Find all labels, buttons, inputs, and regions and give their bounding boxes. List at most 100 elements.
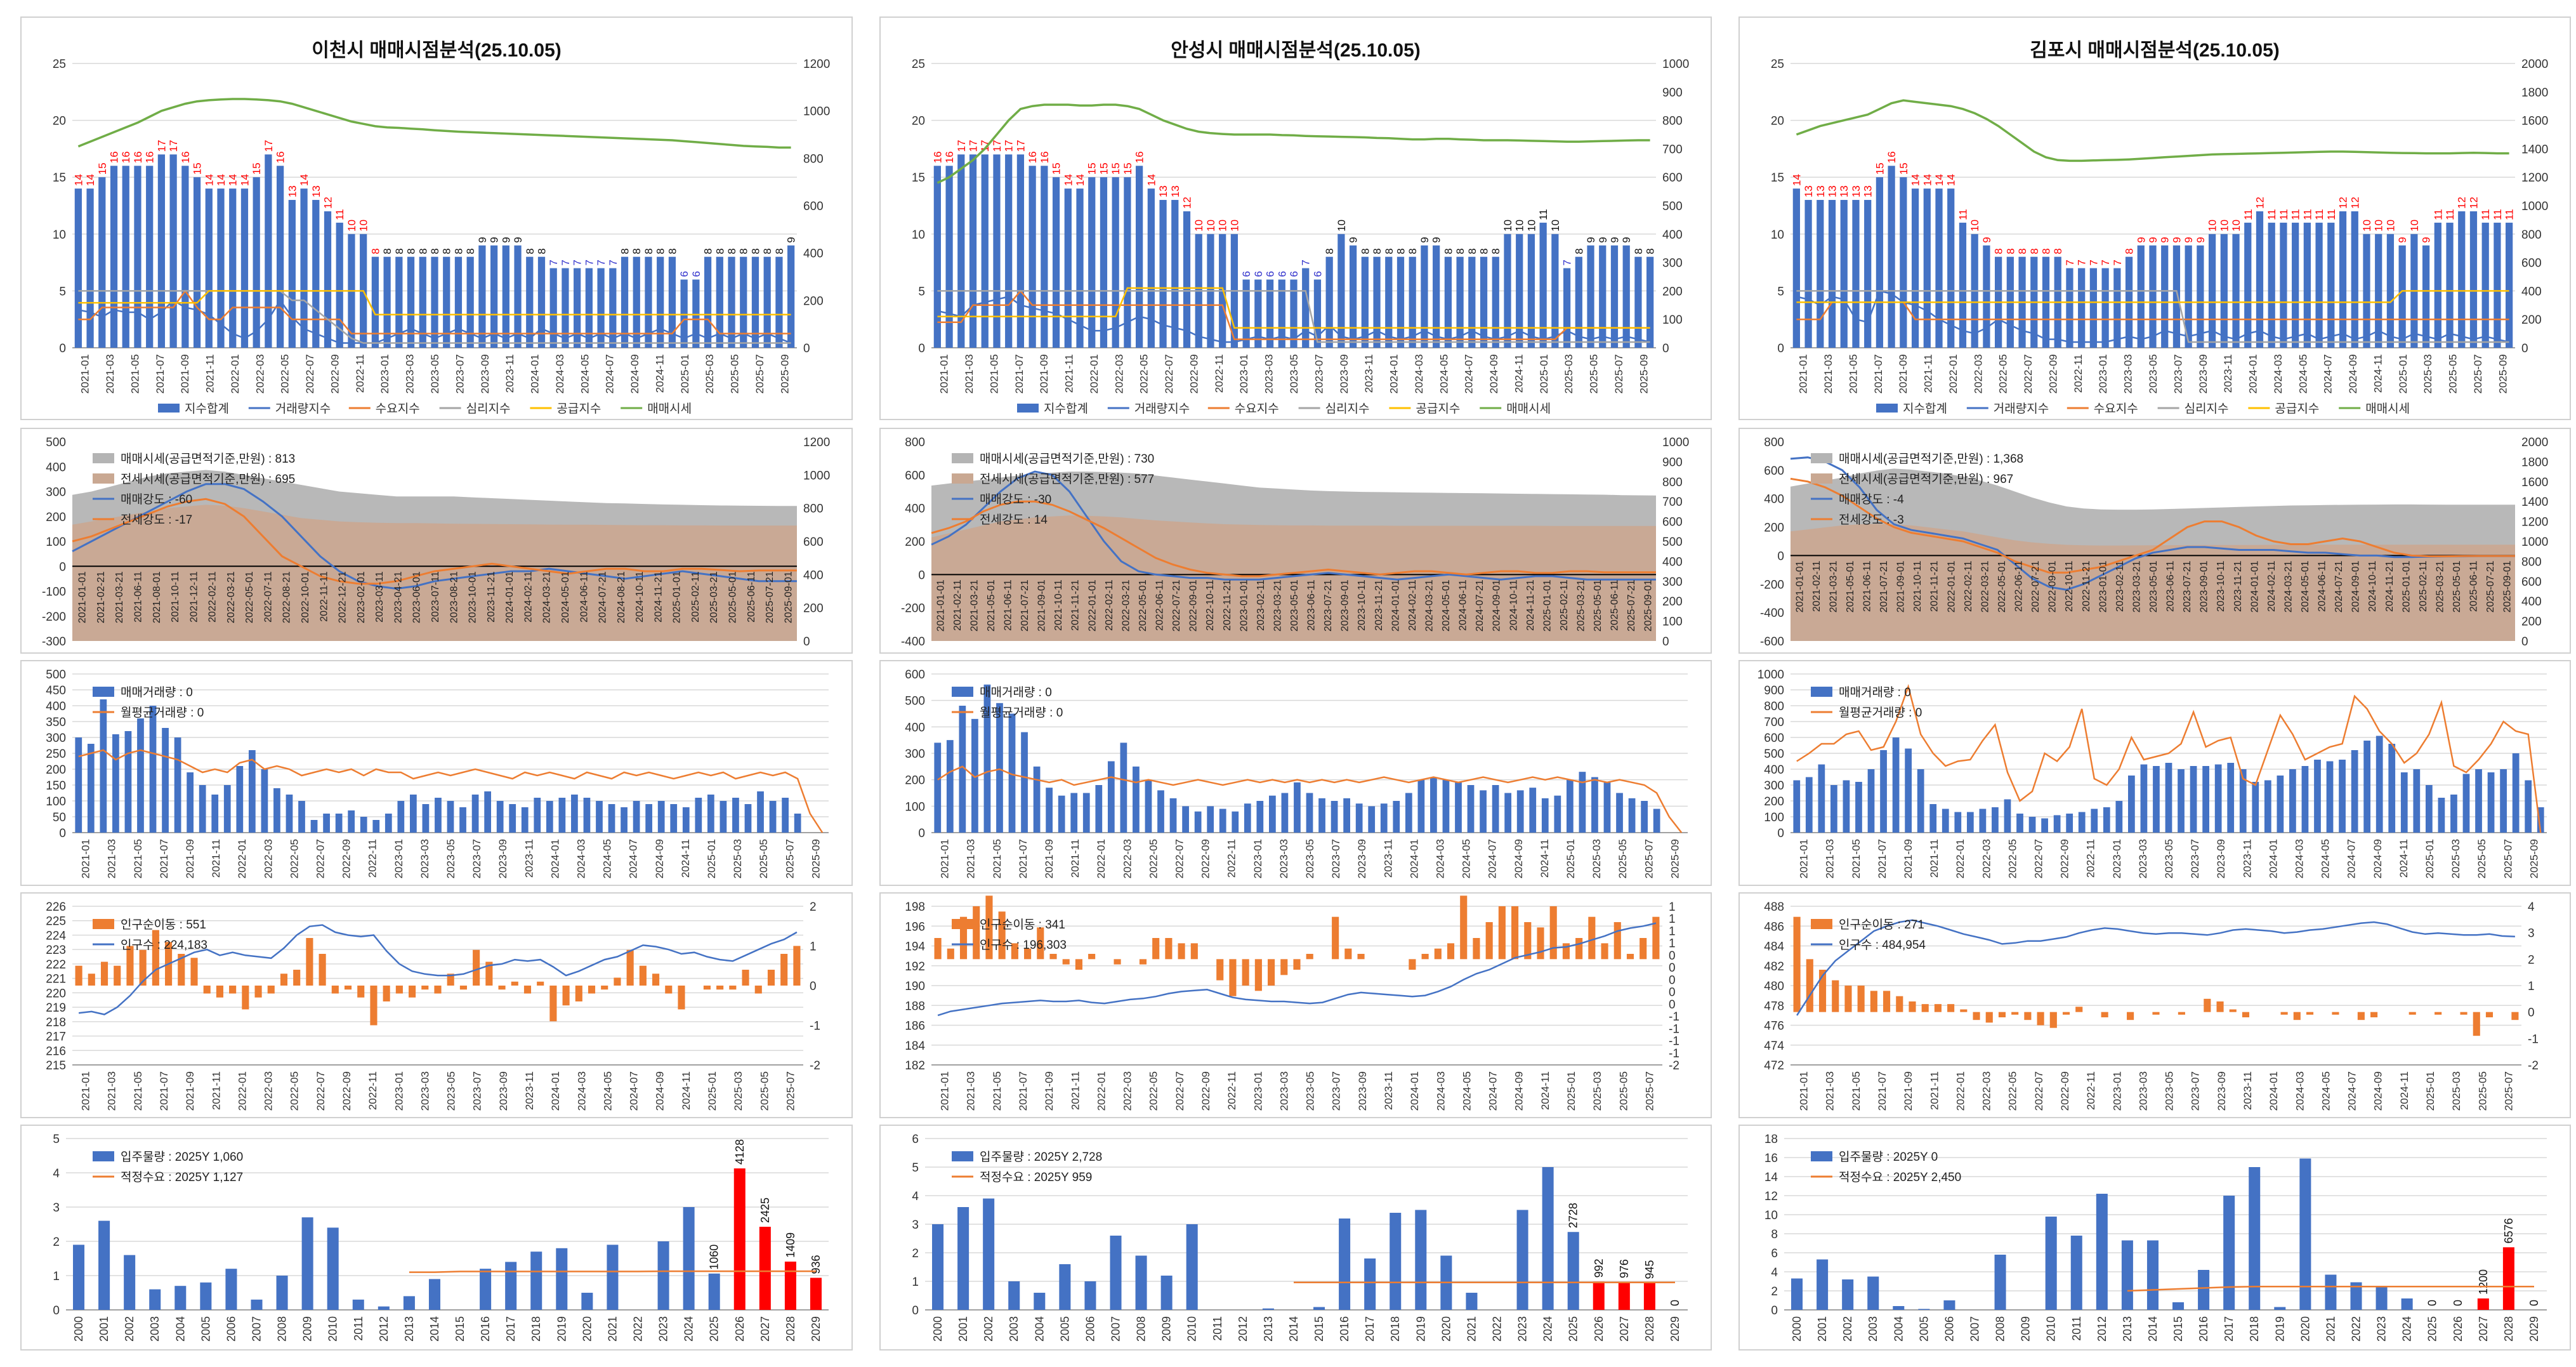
y-tick-label: 225 xyxy=(46,915,66,928)
bar xyxy=(126,946,134,986)
y2-tick-label: 100 xyxy=(1662,314,1683,327)
y2-tick-label: -1 xyxy=(1669,1047,1679,1060)
bar xyxy=(2220,234,2228,348)
x-tick-label: 2022-01 xyxy=(1947,354,1959,393)
bar xyxy=(2363,741,2371,833)
bar xyxy=(1390,1213,1402,1310)
x-tick-label: 2024-06-11 xyxy=(1458,579,1469,631)
bar xyxy=(1867,769,1875,833)
x-tick-label: 2022-05-01 xyxy=(1997,560,2008,612)
series-line-price-intensity xyxy=(72,483,797,590)
x-tick-label: 2008 xyxy=(1135,1316,1148,1342)
x-tick-label: 2024-01 xyxy=(2268,1071,2280,1111)
bar xyxy=(1062,959,1070,965)
legend-label: 공급지수 xyxy=(1416,402,1460,416)
x-tick-label: 2022-12-21 xyxy=(338,571,348,623)
x-tick-label: 2026 xyxy=(2452,1316,2464,1342)
bar xyxy=(200,1282,212,1310)
bar xyxy=(193,177,201,348)
bar xyxy=(1985,1012,1993,1023)
x-tick-label: 2021-03 xyxy=(965,1071,977,1111)
x-tick-label: 2025-03 xyxy=(704,354,716,393)
bar xyxy=(946,740,954,833)
bar xyxy=(2506,222,2513,348)
x-tick-label: 2000 xyxy=(1791,1316,1803,1342)
bar xyxy=(384,814,392,833)
bar xyxy=(2202,766,2209,833)
bar xyxy=(556,1248,568,1310)
bar xyxy=(732,798,739,833)
bar xyxy=(1468,256,1476,348)
x-tick-label: 2007 xyxy=(1969,1316,1981,1342)
y2-tick-label: 0 xyxy=(2528,1007,2535,1020)
y2-tick-label: 0 xyxy=(1662,635,1669,649)
x-tick-label: 2021 xyxy=(606,1316,619,1342)
bar xyxy=(597,268,605,348)
bar xyxy=(1049,954,1057,960)
legend-label: 인구순이동 : 271 xyxy=(1839,918,1924,932)
x-tick-label: 2022-07-21 xyxy=(2030,560,2041,612)
bar xyxy=(2477,1298,2489,1310)
x-tick-label: 2022-01 xyxy=(1095,839,1107,878)
row1-panel-gimpo: 김포시 매매시점분석(25.10.05) 0 5 10 15 20 25 0 200 400 60… xyxy=(1738,17,2571,420)
series-line-demand xyxy=(409,1270,816,1273)
x-tick-label: 2025-05 xyxy=(1617,1071,1629,1111)
x-tick-label: 2025-05-01 xyxy=(728,571,739,623)
bar xyxy=(225,1269,237,1310)
bar xyxy=(1876,177,1884,348)
y2-tick-label: -1 xyxy=(810,1020,820,1033)
x-tick-label: 2024-05 xyxy=(601,1071,614,1111)
y2-tick-label: 500 xyxy=(1662,200,1683,213)
y2-tick-label: 1000 xyxy=(2521,536,2548,549)
y-tick-label: -200 xyxy=(901,602,925,616)
bar xyxy=(485,961,493,986)
bar xyxy=(1828,200,1836,348)
x-tick-label: 2022-09 xyxy=(2059,839,2071,878)
y2-tick-label: 1000 xyxy=(1662,58,1689,71)
y-tick-label: 4 xyxy=(912,1190,919,1203)
bar-label: 14 xyxy=(1910,174,1922,186)
bar xyxy=(983,1198,995,1310)
legend-label: 지수합계 xyxy=(1903,402,1947,416)
x-tick-label: 2025-03 xyxy=(1591,839,1603,878)
bar xyxy=(945,166,953,348)
legend-swatch xyxy=(93,919,114,929)
bar xyxy=(478,245,486,348)
bar xyxy=(1084,1281,1096,1310)
bar xyxy=(1909,1001,1916,1012)
bar xyxy=(1361,256,1369,348)
x-tick-label: 2026 xyxy=(733,1316,746,1342)
bar-label: 7 xyxy=(1561,260,1574,265)
bar xyxy=(1923,188,1931,348)
y2-tick-label: 600 xyxy=(1662,516,1683,529)
y-tick-label: 0 xyxy=(918,827,925,840)
y-tick-label: -100 xyxy=(42,586,66,599)
x-tick-label: 2025-07 xyxy=(1643,839,1655,878)
bar xyxy=(1186,1224,1198,1310)
bar xyxy=(657,801,665,833)
bar-label: 8 xyxy=(381,248,393,254)
bar xyxy=(751,256,759,348)
series-line-sentiment xyxy=(78,290,791,344)
bar xyxy=(454,256,463,348)
x-tick-label: 2023-03 xyxy=(2122,354,2134,393)
bar xyxy=(1994,1255,2006,1310)
x-tick-label: 2022-11 xyxy=(2072,354,2084,393)
bar xyxy=(596,801,603,833)
y2-tick-label: 200 xyxy=(803,294,824,308)
x-tick-label: 2023-11 xyxy=(2241,839,2253,878)
bar xyxy=(370,986,378,1026)
bar xyxy=(2041,818,2048,833)
bar-label: 8 xyxy=(1359,248,1371,254)
y2-tick-label: 1 xyxy=(2528,980,2535,993)
y-tick-label: 350 xyxy=(46,716,66,729)
x-tick-label: 2025-01 xyxy=(706,1071,718,1111)
bar xyxy=(1171,200,1179,348)
y-tick-label: 217 xyxy=(46,1031,66,1044)
bar xyxy=(2398,245,2406,348)
x-tick-label: 2029 xyxy=(810,1316,822,1342)
x-tick-label: 2021-01-01 xyxy=(77,571,88,623)
bar xyxy=(2249,1167,2261,1310)
y-tick-label: 2 xyxy=(53,1236,60,1249)
